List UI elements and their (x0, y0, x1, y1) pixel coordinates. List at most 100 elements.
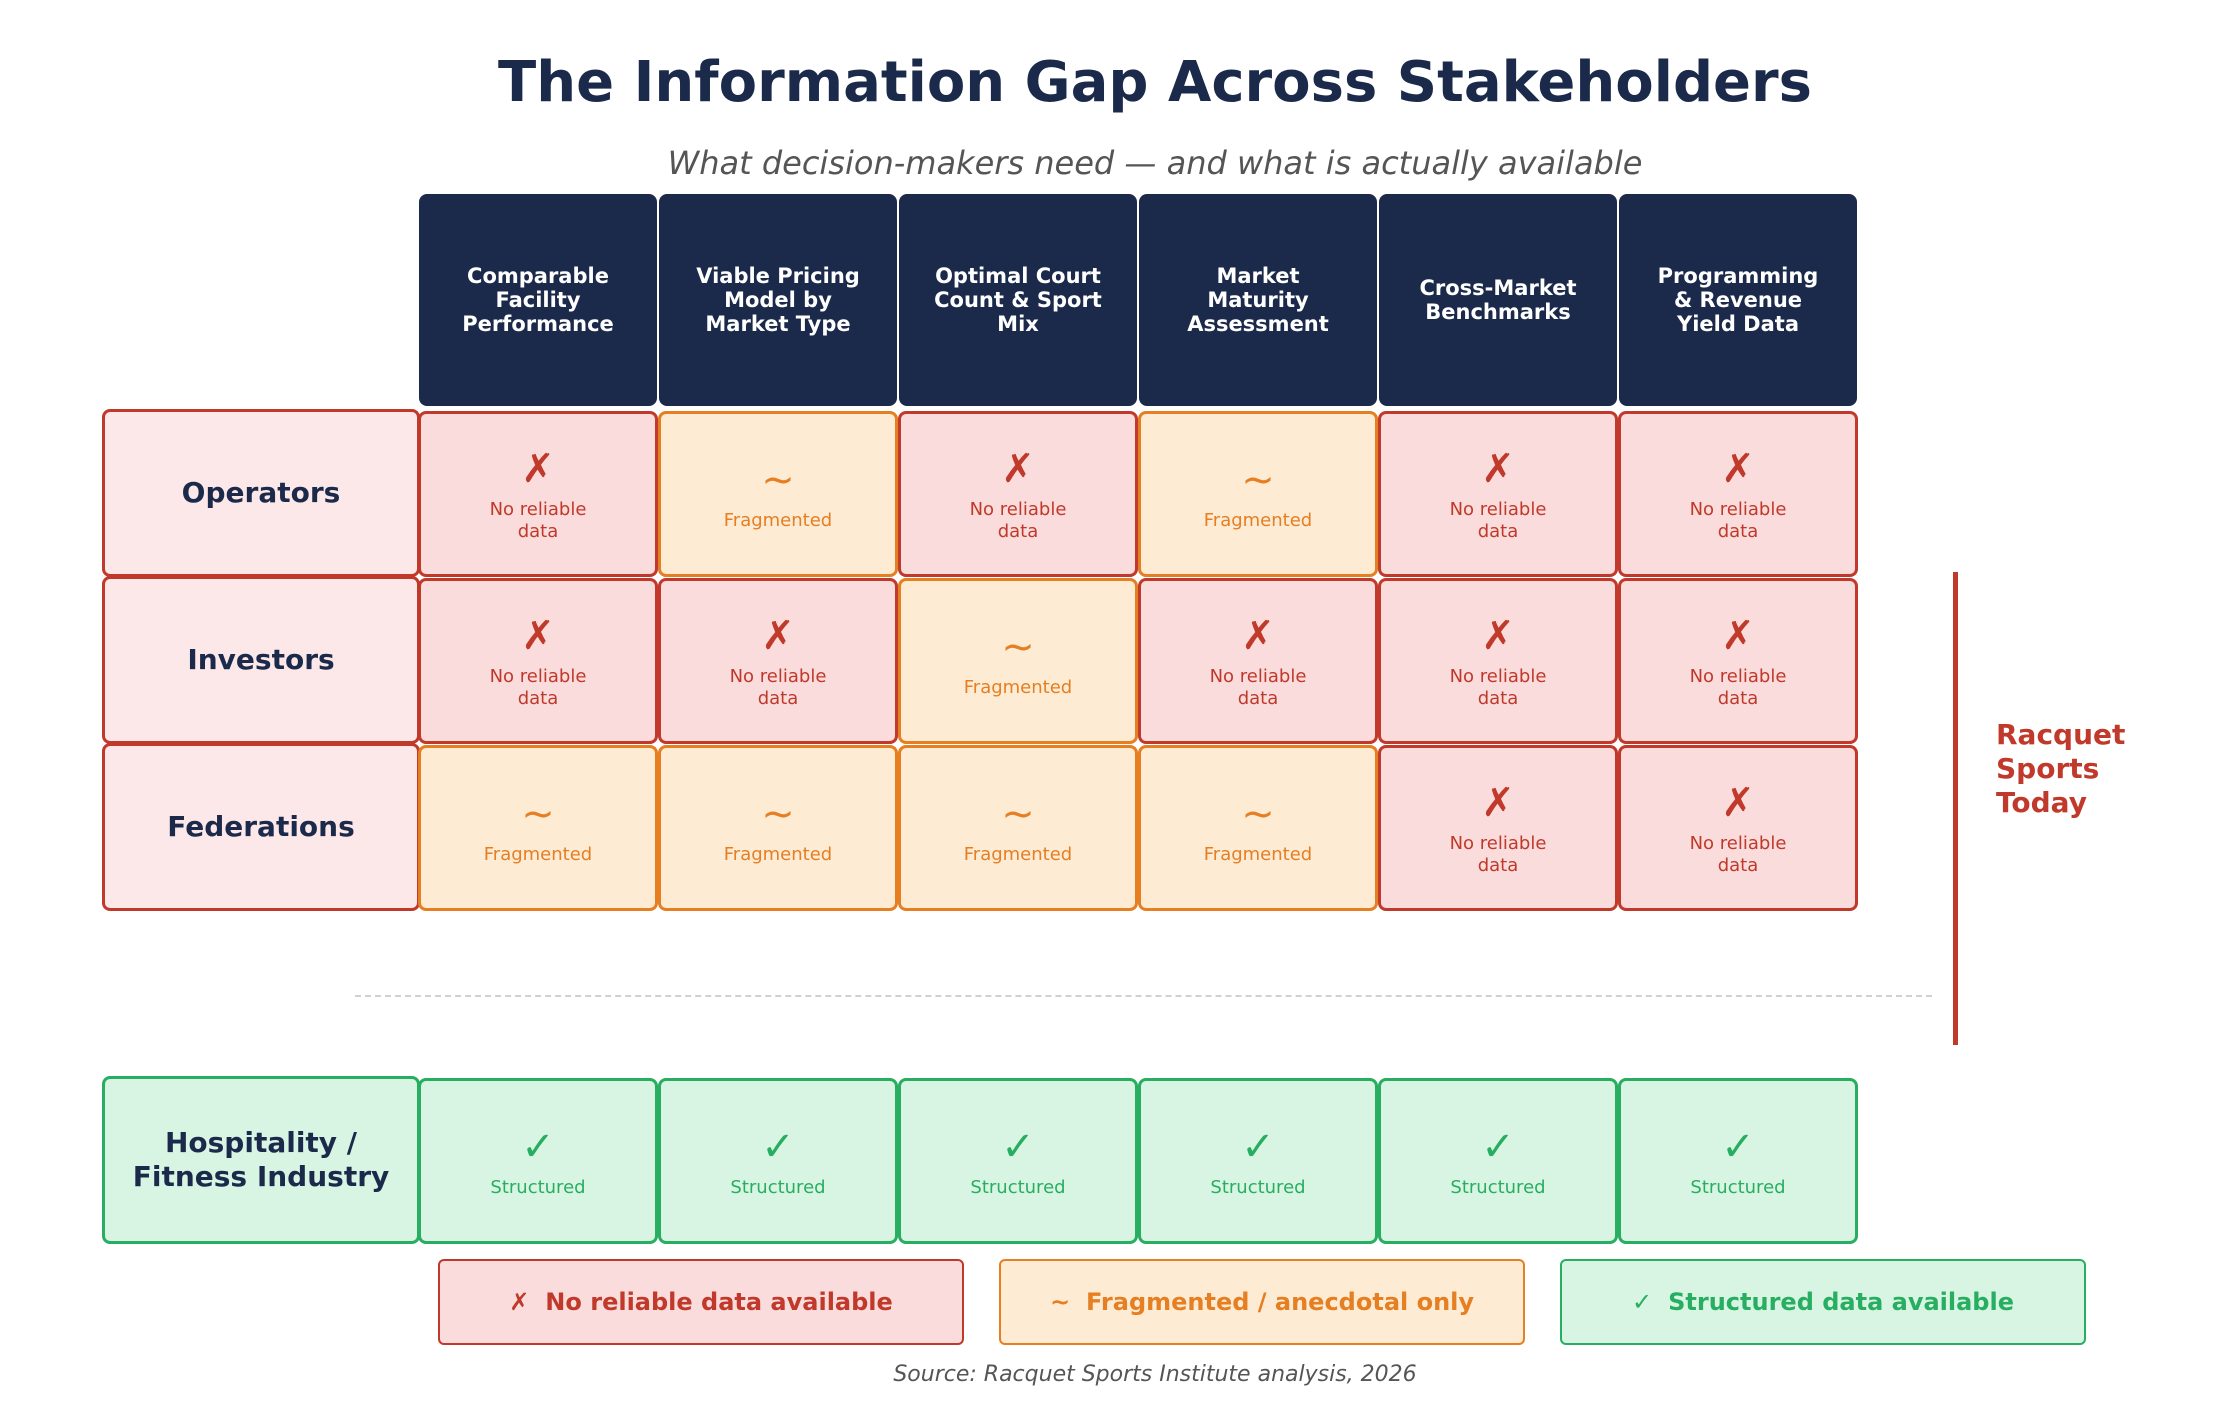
status-text: No reliable data (1689, 666, 1787, 709)
status-symbol: ✓ (521, 1124, 555, 1170)
status-symbol: ~ (1001, 624, 1035, 670)
status-cell: ✓ Structured (1378, 1078, 1618, 1244)
row-label-text: Hospitality / Fitness Industry (132, 1126, 390, 1193)
status-cell: ✗ No reliable data (1618, 411, 1858, 577)
status-cell: ~ Fragmented (1138, 411, 1378, 577)
status-cell: ~ Fragmented (418, 745, 658, 911)
row-label: Hospitality / Fitness Industry (102, 1076, 420, 1244)
status-symbol: ✗ (521, 613, 555, 659)
column-header-text: Programming & Revenue Yield Data (1657, 264, 1819, 336)
column-header: Comparable Facility Performance (419, 194, 657, 406)
status-cell: ~ Fragmented (1138, 745, 1378, 911)
status-symbol: ~ (1001, 791, 1035, 837)
row-label-text: Investors (187, 643, 335, 676)
status-cell: ✗ No reliable data (1378, 578, 1618, 744)
status-cell: ✓ Structured (898, 1078, 1138, 1244)
status-cell: ✗ No reliable data (418, 411, 658, 577)
status-cell: ✓ Structured (1138, 1078, 1378, 1244)
column-header-text: Optimal Court Count & Sport Mix (934, 264, 1102, 336)
status-text: Structured (1690, 1177, 1786, 1198)
status-text: No reliable data (1449, 666, 1547, 709)
column-header-text: Viable Pricing Model by Market Type (696, 264, 860, 336)
status-symbol: ✗ (1721, 780, 1755, 826)
status-symbol: ✗ (1721, 446, 1755, 492)
status-text: Structured (970, 1177, 1066, 1198)
subtitle: What decision-makers need — and what is … (667, 144, 1643, 182)
status-symbol: ✗ (761, 613, 795, 659)
side-bracket (1953, 572, 1958, 1045)
status-text: Structured (1450, 1177, 1546, 1198)
column-header-text: Market Maturity Assessment (1187, 264, 1329, 336)
side-label: Racquet Sports Today (1996, 718, 2126, 819)
legend-symbol: ✗ (509, 1288, 530, 1316)
status-text: No reliable data (729, 666, 827, 709)
column-header: Programming & Revenue Yield Data (1619, 194, 1857, 406)
status-text: No reliable data (969, 499, 1067, 542)
row-label-text: Operators (181, 476, 341, 509)
status-symbol: ✗ (1481, 446, 1515, 492)
legend-text: No reliable data available (545, 1288, 893, 1316)
status-cell: ✗ No reliable data (1378, 411, 1618, 577)
status-text: No reliable data (1689, 499, 1787, 542)
status-cell: ✓ Structured (418, 1078, 658, 1244)
status-cell: ✗ No reliable data (898, 411, 1138, 577)
status-text: No reliable data (1209, 666, 1307, 709)
status-text: No reliable data (489, 499, 587, 542)
row-label: Federations (102, 743, 420, 911)
column-header-text: Cross-Market Benchmarks (1419, 276, 1577, 324)
status-symbol: ~ (1241, 457, 1275, 503)
source-note: Source: Racquet Sports Institute analysi… (893, 1362, 1417, 1387)
status-symbol: ✗ (1001, 446, 1035, 492)
status-cell: ✗ No reliable data (1138, 578, 1378, 744)
status-symbol: ✗ (521, 446, 555, 492)
status-text: No reliable data (1449, 833, 1547, 876)
status-symbol: ✗ (1481, 780, 1515, 826)
status-symbol: ✓ (1721, 1124, 1755, 1170)
column-header-text: Comparable Facility Performance (462, 264, 614, 336)
status-symbol: ✓ (1241, 1124, 1275, 1170)
status-text: No reliable data (489, 666, 587, 709)
legend-item: ✗ No reliable data available (438, 1259, 964, 1345)
status-text: Fragmented (963, 844, 1073, 865)
status-text: Structured (490, 1177, 586, 1198)
status-cell: ✓ Structured (658, 1078, 898, 1244)
status-text: Fragmented (723, 844, 833, 865)
status-cell: ~ Fragmented (898, 578, 1138, 744)
row-label: Operators (102, 409, 420, 577)
status-text: Structured (730, 1177, 826, 1198)
column-header: Viable Pricing Model by Market Type (659, 194, 897, 406)
status-symbol: ~ (521, 791, 555, 837)
status-cell: ✗ No reliable data (1618, 745, 1858, 911)
status-symbol: ~ (761, 791, 795, 837)
status-symbol: ✓ (761, 1124, 795, 1170)
title: The Information Gap Across Stakeholders (498, 50, 1812, 115)
status-text: Fragmented (1203, 510, 1313, 531)
status-text: Fragmented (483, 844, 593, 865)
status-symbol: ✗ (1481, 613, 1515, 659)
status-cell: ~ Fragmented (658, 745, 898, 911)
legend-symbol: ~ (1049, 1288, 1071, 1316)
legend-text: Fragmented / anecdotal only (1086, 1288, 1475, 1316)
status-cell: ✗ No reliable data (1618, 578, 1858, 744)
status-cell: ~ Fragmented (898, 745, 1138, 911)
column-header: Optimal Court Count & Sport Mix (899, 194, 1137, 406)
legend-item: ~ Fragmented / anecdotal only (999, 1259, 1525, 1345)
status-text: Fragmented (1203, 844, 1313, 865)
status-symbol: ✗ (1721, 613, 1755, 659)
status-text: No reliable data (1449, 499, 1547, 542)
column-header: Market Maturity Assessment (1139, 194, 1377, 406)
status-cell: ✗ No reliable data (1378, 745, 1618, 911)
row-label: Investors (102, 576, 420, 744)
divider (355, 995, 1932, 997)
status-symbol: ~ (761, 457, 795, 503)
status-cell: ✓ Structured (1618, 1078, 1858, 1244)
status-symbol: ✗ (1241, 613, 1275, 659)
status-text: Fragmented (723, 510, 833, 531)
status-symbol: ✓ (1481, 1124, 1515, 1170)
status-cell: ~ Fragmented (658, 411, 898, 577)
row-label-text: Federations (167, 810, 355, 843)
status-symbol: ✓ (1001, 1124, 1035, 1170)
status-cell: ✗ No reliable data (418, 578, 658, 744)
legend-item: ✓ Structured data available (1560, 1259, 2086, 1345)
